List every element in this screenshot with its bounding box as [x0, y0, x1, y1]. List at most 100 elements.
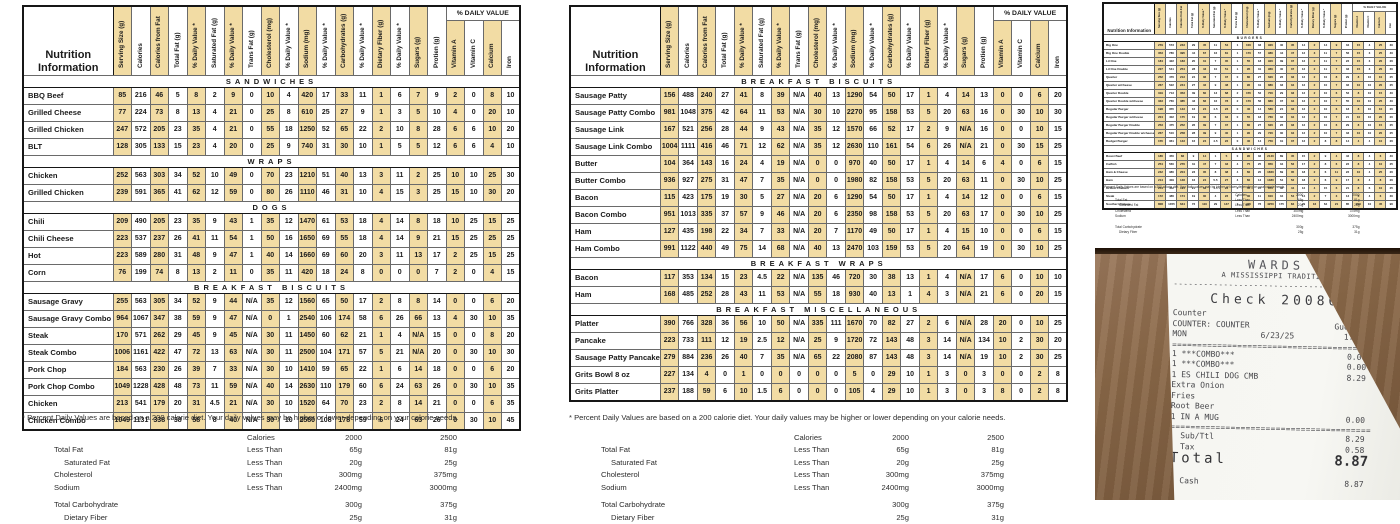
cell-value: 4 — [938, 269, 957, 286]
cell-value: 30 — [261, 344, 280, 361]
footnote-note: * Percent Daily Values are based on a 20… — [22, 413, 522, 422]
row-label: Hot — [23, 247, 113, 264]
cell-value: N/A — [956, 349, 975, 366]
footnote-note: * Percent Daily Values are based on a 20… — [1102, 185, 1398, 189]
footnote-qualifier: Less Than — [794, 445, 854, 454]
cell-value: 10 — [1353, 81, 1364, 89]
cell-value: 30 — [734, 189, 753, 206]
cell-value: 70 — [261, 167, 280, 184]
cell-value: 26 — [280, 184, 299, 201]
receipt-meta-text: 6/23/25 — [1261, 331, 1317, 343]
cell-value: 10 — [483, 121, 502, 138]
cell-value: 43 — [224, 213, 243, 230]
cell-value: 10 — [1364, 121, 1375, 129]
cell-value: 0 — [1232, 137, 1243, 145]
cell-value: 6 — [446, 121, 465, 138]
footnote-value-2000: 300g — [854, 500, 909, 509]
column-header-label: Calories — [685, 8, 691, 70]
cell-value: 5 — [753, 189, 772, 206]
receipt-item-price: 0.00 — [1347, 352, 1376, 363]
cell-value: 20 — [502, 184, 521, 201]
receipt-item-price — [1365, 405, 1375, 416]
cell-value: N/A — [243, 327, 262, 344]
cell-value: 161 — [882, 138, 901, 155]
column-header: Total Fat (g) — [1188, 3, 1199, 34]
footnote-label: Dietary Fiber — [1102, 230, 1235, 234]
column-header-label: % Daily Value * — [1225, 5, 1228, 29]
cell-value: 16 — [280, 230, 299, 247]
column-header: Calories — [1166, 3, 1177, 34]
cell-value: 0 — [446, 293, 465, 310]
cell-value: 48 — [187, 247, 206, 264]
cell-value: 73 — [150, 104, 169, 121]
cell-value: 20 — [1386, 113, 1397, 121]
cell-value: 510 — [1166, 129, 1177, 137]
cell-value: 3 — [1364, 49, 1375, 57]
footnote-value-2500: 25g — [1303, 203, 1359, 207]
cell-value: 10 — [1320, 105, 1331, 113]
cell-value: 46 — [771, 206, 790, 223]
cell-value: 13 — [409, 247, 428, 264]
cell-value: 13 — [827, 87, 846, 104]
cell-value: 30 — [808, 104, 827, 121]
column-header-label: Sodium (mg) — [1269, 5, 1272, 29]
cell-value: 0 — [993, 223, 1012, 240]
cell-value: 46 — [827, 269, 846, 286]
cell-value: 485 — [679, 286, 698, 303]
cell-value: 45 — [1287, 41, 1298, 49]
cell-value: 34 — [1287, 113, 1298, 121]
cell-value: 25 — [1386, 121, 1397, 129]
cell-value: 33 — [1254, 41, 1265, 49]
cell-value: N/A — [790, 155, 809, 172]
cell-value: 22 — [1342, 57, 1353, 65]
cell-value: 9 — [206, 327, 225, 344]
cell-value: 4 — [391, 327, 410, 344]
table-title: Nutrition Information — [1103, 3, 1155, 34]
cell-value: 7 — [1210, 160, 1221, 168]
cell-value: 10 — [1364, 97, 1375, 105]
cell-value: 22 — [771, 269, 790, 286]
column-header: Cholesterol (mg) — [1243, 3, 1254, 34]
footnote-label: Saturated Fat — [22, 458, 247, 467]
cell-value: 2 — [372, 395, 391, 412]
column-header: Iron — [1386, 11, 1397, 34]
column-header-label: Vitamin A — [452, 21, 458, 70]
footnote-value-2500: 375mg — [1303, 209, 1359, 213]
cell-value: 20 — [1049, 332, 1068, 349]
cell-value: 1 — [1232, 121, 1243, 129]
cell-value: 0 — [1012, 315, 1031, 332]
cell-value: 927 — [679, 172, 698, 189]
cell-value: 25 — [465, 213, 484, 230]
cell-value: 15 — [1375, 89, 1386, 97]
cell-value: 41 — [187, 230, 206, 247]
cell-value: 10 — [901, 366, 920, 383]
cell-value: 12 — [1298, 105, 1309, 113]
cell-value: 24 — [1188, 73, 1199, 81]
cell-value: 15 — [1375, 121, 1386, 129]
column-header: % Daily Value * — [280, 6, 299, 75]
cell-value: 65 — [808, 349, 827, 366]
cell-value: 5 — [845, 366, 864, 383]
cell-value: 143 — [882, 332, 901, 349]
column-header: Protien (g) — [1342, 3, 1353, 34]
cell-value: 30 — [502, 344, 521, 361]
cell-value: 35 — [261, 264, 280, 281]
footnote-value-2000: 300g — [1271, 225, 1304, 229]
cell-value: 105 — [845, 383, 864, 401]
footnote-qualifier: Less Than — [1235, 209, 1271, 213]
cell-value: 1 — [901, 286, 920, 303]
cell-value: 24 — [391, 378, 410, 395]
cell-value: 8 — [1331, 137, 1342, 145]
row-label: Butter Combo — [570, 172, 660, 189]
cell-value: 22 — [1342, 160, 1353, 168]
cell-value: 127 — [660, 223, 679, 240]
footnote-value-2000: 25g — [854, 513, 909, 522]
cell-value: 422 — [150, 344, 169, 361]
row-label: Budget Burger — [1103, 137, 1155, 145]
cell-value: 19 — [975, 349, 994, 366]
footnote-value-2500: 31g — [1303, 230, 1359, 234]
